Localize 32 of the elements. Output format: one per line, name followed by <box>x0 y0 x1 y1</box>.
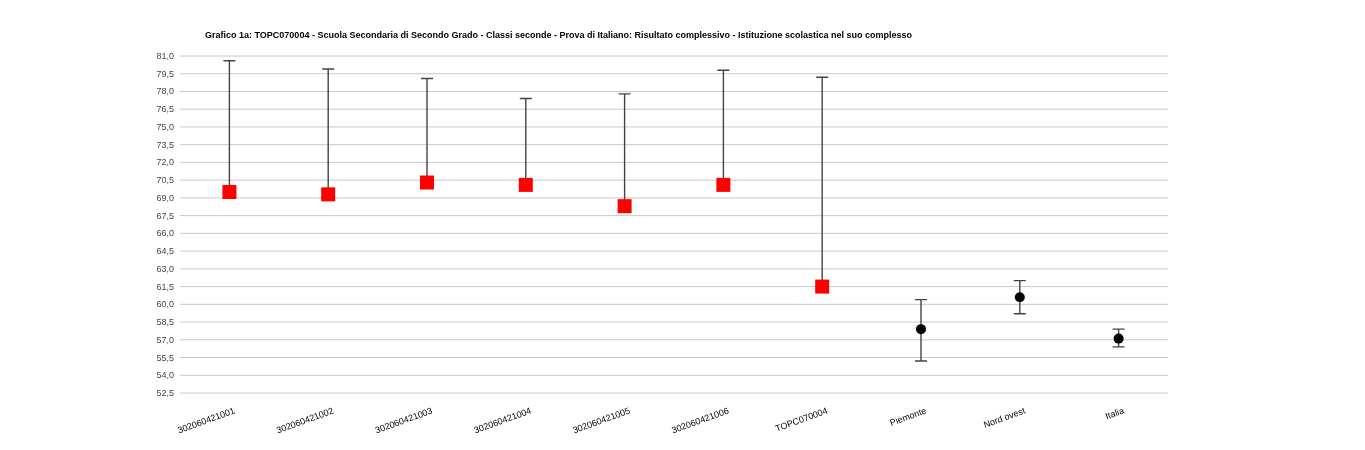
x-tick-label: Italia <box>1103 405 1126 422</box>
point <box>518 177 533 192</box>
y-tick-label: 73,5 <box>156 139 174 150</box>
point <box>321 187 336 202</box>
x-tick-label: Nord ovest <box>982 405 1027 430</box>
y-tick-label: 58,5 <box>156 317 174 328</box>
y-tick-label: 57,0 <box>156 334 174 345</box>
y-tick-label: 70,5 <box>156 175 174 186</box>
point <box>716 177 731 192</box>
y-tick-label: 72,0 <box>156 157 174 168</box>
point <box>617 199 632 214</box>
point <box>916 324 926 335</box>
y-tick-label: 69,0 <box>156 192 174 203</box>
y-tick-label: 55,5 <box>156 352 174 363</box>
point <box>815 279 830 294</box>
y-tick-label: 76,5 <box>156 104 174 115</box>
y-tick-label: 61,5 <box>156 281 174 292</box>
y-tick-label: 52,5 <box>156 388 174 398</box>
y-tick-label: 54,0 <box>156 370 174 381</box>
y-tick-label: 67,5 <box>156 210 174 221</box>
y-tick-label: 78,0 <box>156 86 174 97</box>
point <box>222 184 237 199</box>
point <box>1014 292 1025 303</box>
y-tick-label: 63,0 <box>156 263 174 274</box>
y-tick-label: 64,5 <box>156 246 174 257</box>
chart-title: Grafico 1a: TOPC070004 - Scuola Secondaria di Secondo Grado - Classi seconde - Prova di Italiano: Risultato complessivo - Istituzione scolastica nel suo complesso <box>205 30 913 40</box>
y-tick-label: 81,0 <box>156 51 174 61</box>
y-tick-label: 60,0 <box>156 299 174 310</box>
y-tick-label: 75,0 <box>156 121 174 132</box>
point <box>420 175 434 190</box>
y-tick-label: 79,5 <box>156 68 174 79</box>
y-tick-label: 66,0 <box>156 228 174 239</box>
